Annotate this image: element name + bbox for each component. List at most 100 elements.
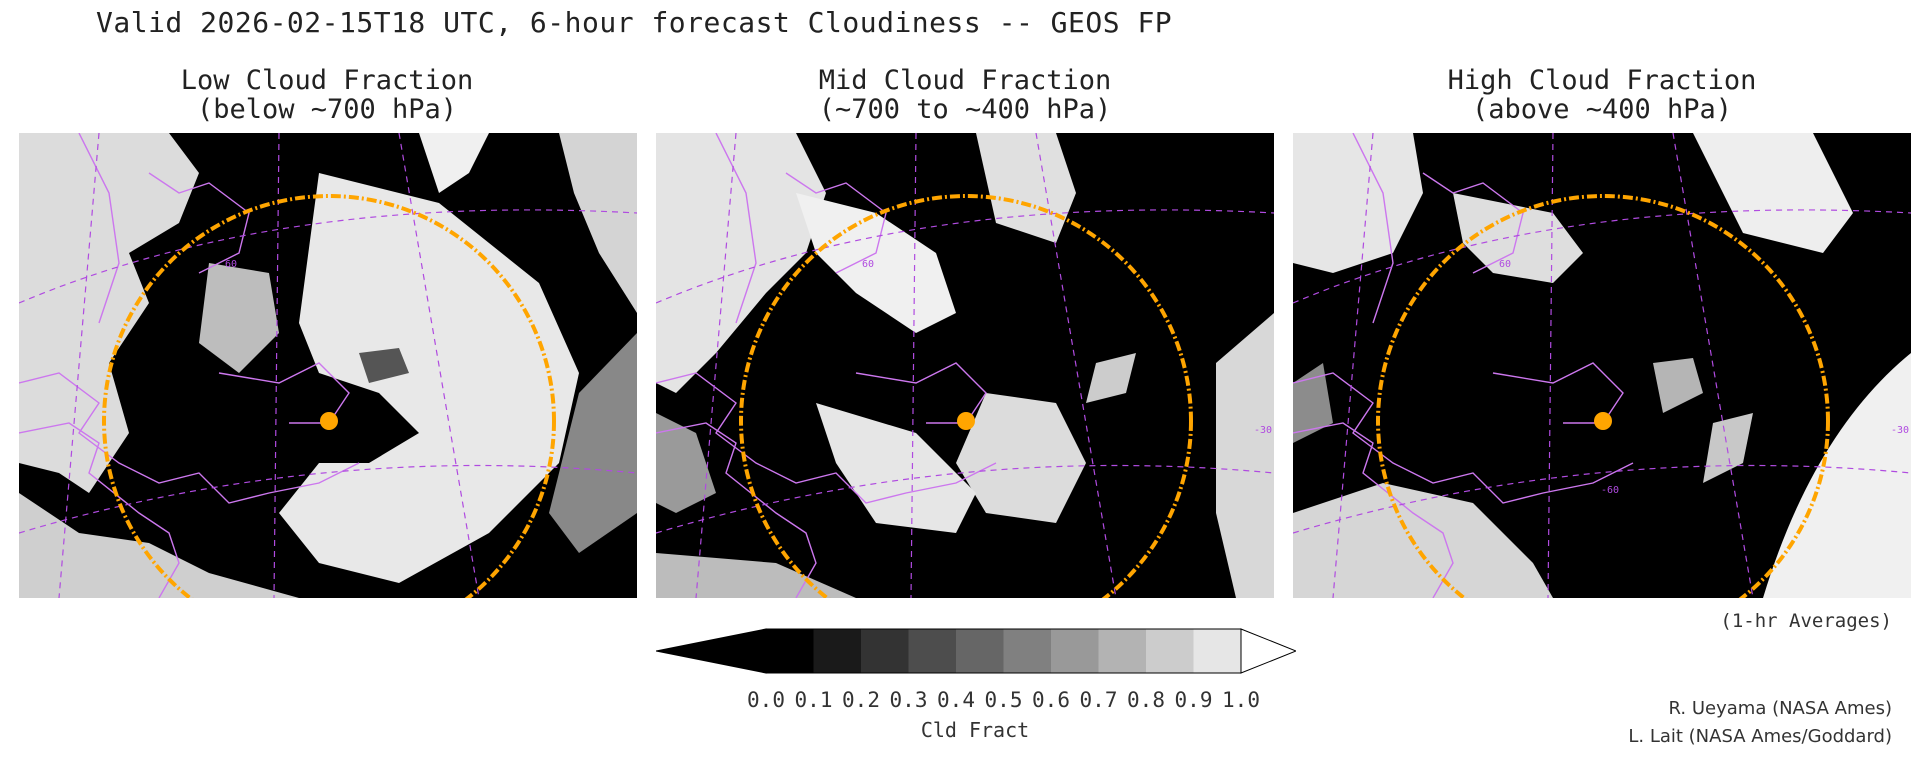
colorbar-tick-label: 0.1	[794, 688, 833, 712]
parallel	[1293, 209, 1911, 304]
cloud-mass	[1293, 483, 1553, 598]
coastline	[78, 133, 120, 324]
colorbar-tick-label: 0.6	[1032, 688, 1070, 712]
panel-title-mid-line2: (~700 to ~400 hPa)	[818, 94, 1112, 125]
colorbar-tick-label: 0.7	[1079, 688, 1118, 712]
point-marker	[957, 412, 975, 430]
coastline	[785, 172, 887, 274]
coastline	[1352, 133, 1394, 324]
panel-title-mid-line1: Mid Cloud Fraction	[818, 65, 1112, 96]
colorbar-cell	[908, 629, 957, 673]
cloud-mass	[559, 133, 637, 313]
meridian	[695, 133, 737, 598]
panel-title-low: Low Cloud Fraction (below ~700 hPa)	[17, 66, 637, 124]
cloud-mass	[976, 133, 1076, 243]
range-circle	[1376, 194, 1830, 598]
lat-label: 60	[1499, 259, 1511, 270]
cloud-mass	[956, 393, 1086, 523]
parallel	[656, 209, 1274, 304]
colorbar-cells	[766, 629, 1242, 673]
parallel	[19, 464, 637, 534]
colorbar-cell	[1146, 629, 1194, 673]
colorbar-tick-label: 0.4	[937, 688, 975, 712]
map-panel-mid-cloud: 60 -30	[656, 133, 1274, 598]
point-marker	[1594, 412, 1612, 430]
cloud-mass	[1216, 313, 1274, 598]
colorbar-cell	[766, 629, 814, 673]
map-panel-low-cloud: 60	[19, 133, 637, 598]
credit-line2: L. Lait (NASA Ames/Goddard)	[1628, 726, 1892, 747]
cloud-mass	[656, 553, 856, 598]
colorbar-tick-label: 0.9	[1174, 688, 1213, 712]
meridian	[1547, 133, 1554, 598]
cloud-mass	[656, 413, 716, 513]
colorbar-label: Cld Fract	[920, 718, 1030, 742]
coastlines	[656, 133, 997, 598]
coastline	[148, 172, 250, 274]
cloud-mass	[656, 133, 826, 393]
parallel	[1293, 464, 1911, 534]
meridian	[398, 133, 480, 598]
cloud-mass	[796, 193, 956, 333]
lon-label: -30	[1891, 425, 1909, 436]
parallel	[19, 209, 637, 304]
cloud-mass	[279, 173, 579, 583]
panel-title-high-line1: High Cloud Fraction	[1447, 65, 1757, 96]
meridian	[273, 133, 280, 598]
panel-title-low-line2: (below ~700 hPa)	[196, 94, 458, 125]
cloud-mass	[816, 403, 976, 533]
map-mid-cloud-svg: 60 -30	[656, 133, 1274, 598]
panel-title-mid: Mid Cloud Fraction (~700 to ~400 hPa)	[655, 66, 1275, 124]
panel-title-high: High Cloud Fraction (above ~400 hPa)	[1292, 66, 1912, 124]
lon-label: -60	[1601, 485, 1619, 496]
colorbar-cell	[956, 629, 1004, 673]
meridian	[1332, 133, 1374, 598]
cloud-mass	[1653, 358, 1703, 413]
map-low-cloud-svg: 60	[19, 133, 637, 598]
colorbar-cell	[1051, 629, 1099, 673]
colorbar-tick-label: 1.0	[1222, 688, 1260, 712]
cloud-mass	[1453, 193, 1583, 283]
cloud-mass	[1763, 353, 1911, 598]
cloud-mass	[1086, 353, 1136, 403]
panel-title-low-line1: Low Cloud Fraction	[180, 65, 474, 96]
colorbar-cell	[813, 629, 862, 673]
graticule	[1293, 133, 1911, 598]
map-panel-high-cloud: 60 -60 -30	[1293, 133, 1911, 598]
cloud-mass	[419, 133, 489, 193]
coastline	[19, 372, 360, 504]
cloud-mass	[199, 263, 279, 373]
credit-line1: R. Ueyama (NASA Ames)	[1668, 698, 1892, 719]
cloud-mass	[1293, 133, 1423, 273]
meridian	[58, 133, 100, 598]
cloud-mass	[549, 333, 637, 553]
cloud-field	[1293, 133, 1911, 598]
point-marker	[320, 412, 338, 430]
meridian	[1672, 133, 1754, 598]
coastline	[656, 372, 997, 504]
cloud-mass	[1293, 363, 1333, 443]
panel-title-high-line2: (above ~400 hPa)	[1471, 94, 1733, 125]
range-circle	[739, 194, 1193, 598]
colorbar-frame	[765, 628, 1242, 674]
map-high-cloud-svg: 60 -60 -30	[1293, 133, 1911, 598]
colorbar-cell	[861, 629, 909, 673]
colorbar-over-arrow	[1240, 628, 1296, 674]
cloud-mass	[1693, 133, 1853, 253]
coastline	[1293, 372, 1634, 504]
cloud-mass	[19, 493, 299, 598]
colorbar-tick-label: 0.0	[747, 688, 785, 712]
colorbar-tick-label: 0.5	[984, 688, 1023, 712]
coastline	[1422, 172, 1524, 274]
lon-label: -30	[1254, 425, 1272, 436]
colorbar-cell	[1003, 629, 1052, 673]
meridian	[1035, 133, 1117, 598]
colorbar-tick-label: 0.2	[842, 688, 880, 712]
cloud-field	[656, 133, 1274, 598]
parallel	[656, 464, 1274, 534]
colorbar	[656, 628, 1296, 674]
graticule	[19, 133, 637, 598]
colorbar-tick-label: 0.8	[1127, 688, 1165, 712]
cloud-field	[19, 133, 637, 598]
colorbar-under-arrow	[656, 628, 767, 674]
